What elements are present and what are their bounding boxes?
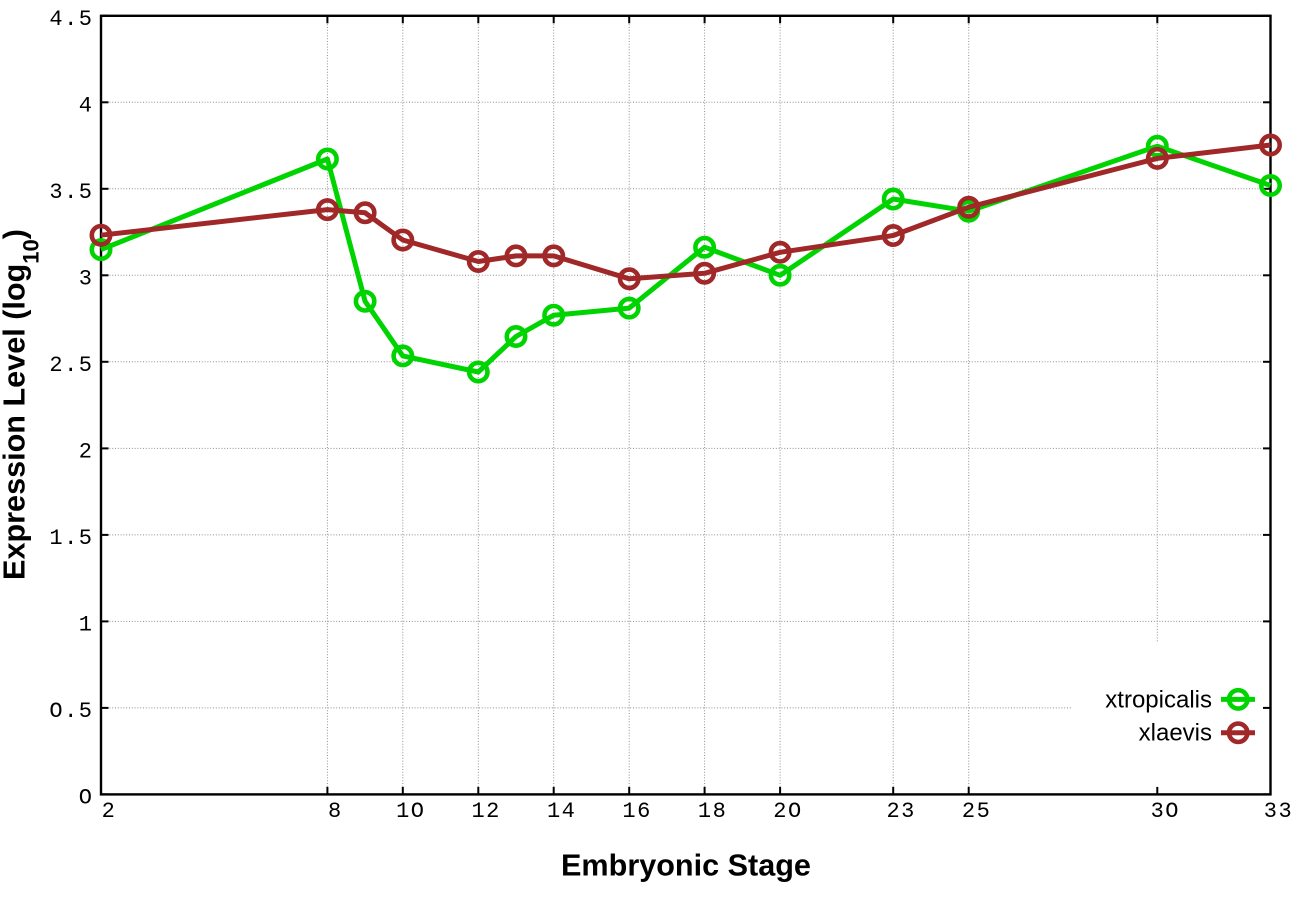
svg-text:4: 4 <box>79 94 94 119</box>
svg-text:xlaevis: xlaevis <box>1139 720 1212 747</box>
svg-text:25: 25 <box>962 799 991 824</box>
svg-text:18: 18 <box>698 799 727 824</box>
svg-text:12: 12 <box>471 799 500 824</box>
svg-text:2O: 2O <box>773 799 802 824</box>
svg-text:Embryonic Stage: Embryonic Stage <box>561 849 811 883</box>
svg-text:3O: 3O <box>1151 799 1180 824</box>
svg-text:14: 14 <box>547 799 576 824</box>
svg-text:1O: 1O <box>396 799 425 824</box>
svg-text:1.5: 1.5 <box>49 526 93 551</box>
svg-text:4.5: 4.5 <box>49 7 93 32</box>
svg-text:xtropicalis: xtropicalis <box>1105 686 1212 713</box>
svg-text:2.5: 2.5 <box>49 353 93 378</box>
svg-text:16: 16 <box>622 799 651 824</box>
svg-text:8: 8 <box>328 799 343 824</box>
svg-text:O.5: O.5 <box>49 699 93 724</box>
svg-text:3: 3 <box>79 267 94 292</box>
svg-text:2: 2 <box>79 440 94 465</box>
svg-text:23: 23 <box>886 799 915 824</box>
svg-text:O: O <box>79 786 94 811</box>
svg-text:2: 2 <box>102 799 117 824</box>
svg-text:33: 33 <box>1264 799 1293 824</box>
svg-text:3.5: 3.5 <box>49 180 93 205</box>
svg-text:1: 1 <box>79 613 94 638</box>
